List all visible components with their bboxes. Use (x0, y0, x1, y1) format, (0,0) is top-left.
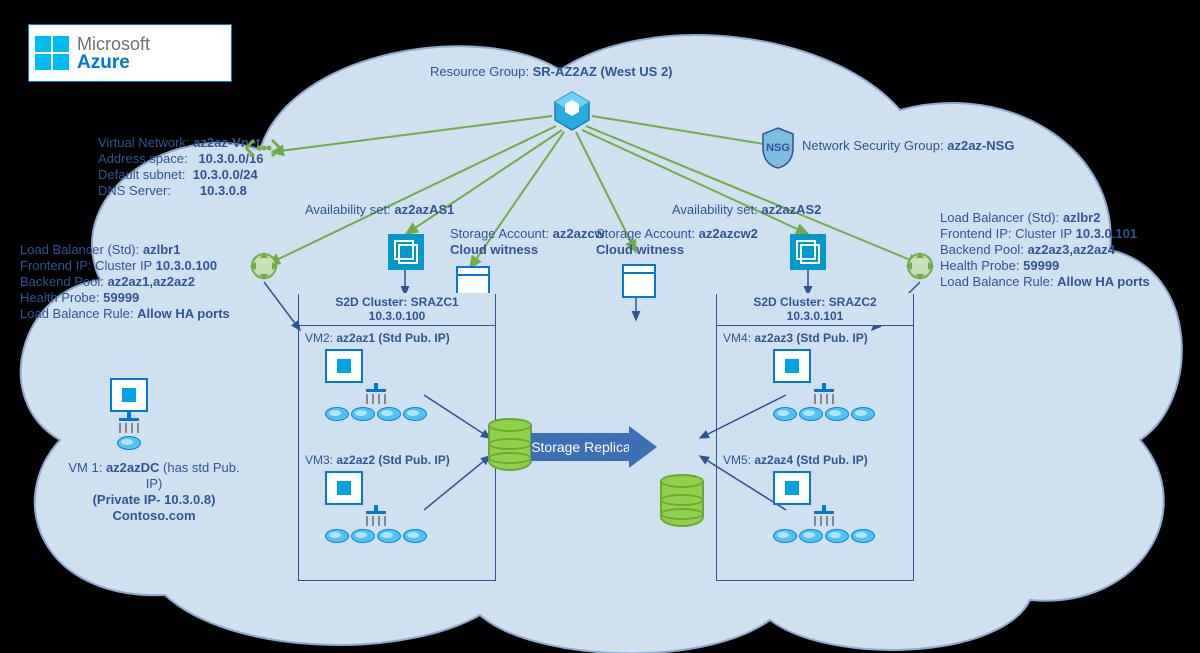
lb2-block: Load Balancer (Std): azlbr2 Frontend IP:… (940, 210, 1190, 290)
cluster2-vm5-icon (773, 471, 875, 543)
azure-logo: MicrosoftAzure (28, 24, 232, 82)
cluster2-vm5-label: VM5: az2az4 (Std Pub. IP) (723, 453, 868, 467)
lb1-block: Load Balancer (Std): azlbr1 Frontend IP:… (20, 242, 250, 322)
storage1-label: Storage Account: az2azcw Cloud witness (450, 226, 605, 258)
as2-label: Availability set: az2azAS2 (672, 202, 821, 218)
cluster1-vm2-label: VM2: az2az1 (Std Pub. IP) (305, 331, 450, 345)
resource-group-label: Resource Group: SR-AZ2AZ (West US 2) (430, 64, 673, 80)
cluster2-box: S2D Cluster: SRAZC210.3.0.101 VM4: az2az… (716, 294, 914, 581)
cluster2-title: S2D Cluster: SRAZC210.3.0.101 (717, 293, 913, 326)
lb1-icon (246, 248, 282, 289)
cluster1-vm3-label: VM3: az2az2 (Std Pub. IP) (305, 453, 450, 467)
resource-group-icon (551, 90, 593, 137)
diagram-canvas: MicrosoftAzure Resource Group: SR-AZ2AZ … (0, 0, 1200, 653)
storage-replica-arrow: Storage Replica (531, 428, 661, 466)
storage-replica-label: Storage Replica (531, 439, 631, 455)
nsg-icon: NSG (760, 126, 796, 175)
svg-text:NSG: NSG (766, 142, 790, 154)
dcvm-label: VM 1: az2azDC (has std Pub. IP) (Private… (64, 460, 244, 524)
windows-icon (35, 36, 69, 70)
cluster1-vm3-icon (325, 471, 427, 543)
brand-name: Microsoft (77, 34, 150, 54)
as2-icon (790, 234, 826, 270)
db-right-icon (660, 474, 704, 530)
cloud-shape (0, 0, 1200, 653)
as1-icon (388, 234, 424, 270)
cluster1-vm2-icon (325, 349, 427, 421)
cluster2-vm4-label: VM4: az2az3 (Std Pub. IP) (723, 331, 868, 345)
as1-label: Availability set: az2azAS1 (305, 202, 454, 218)
dcvm-icon (110, 378, 148, 450)
db-left-icon (488, 418, 532, 474)
lb2-icon (902, 248, 938, 289)
brand-product: Azure (77, 52, 130, 73)
storage2-icon (622, 264, 656, 298)
cluster2-vm4-icon (773, 349, 875, 421)
nsg-label: Network Security Group: az2az-NSG (802, 138, 1014, 154)
storage2-label: Storage Account: az2azcw2 Cloud witness (596, 226, 758, 258)
vnet-icon (244, 136, 282, 165)
cluster1-box: S2D Cluster: SRAZC110.3.0.100 VM2: az2az… (298, 294, 496, 581)
cluster1-title: S2D Cluster: SRAZC110.3.0.100 (299, 293, 495, 326)
